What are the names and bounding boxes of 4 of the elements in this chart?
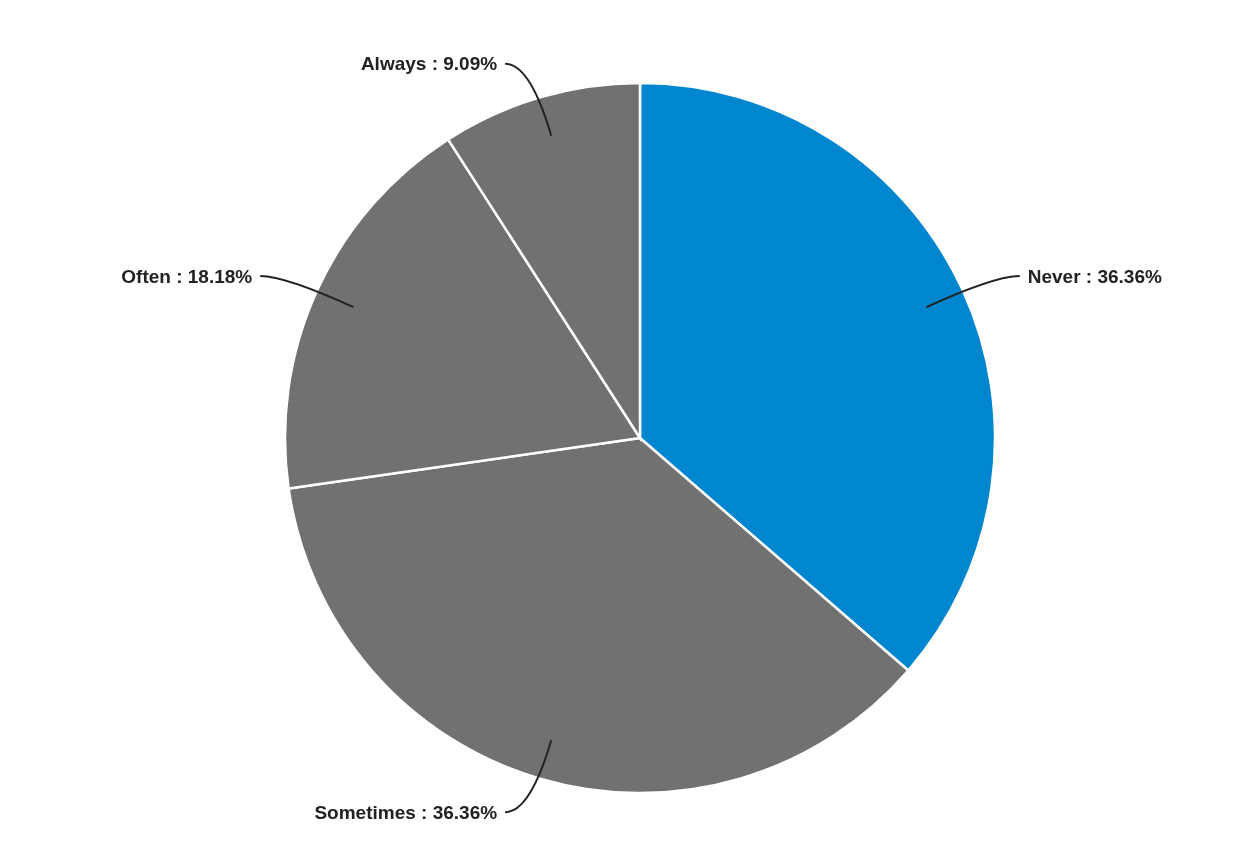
slice-label: Never : 36.36% [1027, 265, 1162, 287]
slice-label: Often : 18.18% [121, 265, 253, 287]
slice-label: Sometimes : 36.36% [314, 801, 498, 823]
slice-label: Always : 9.09% [360, 53, 498, 75]
